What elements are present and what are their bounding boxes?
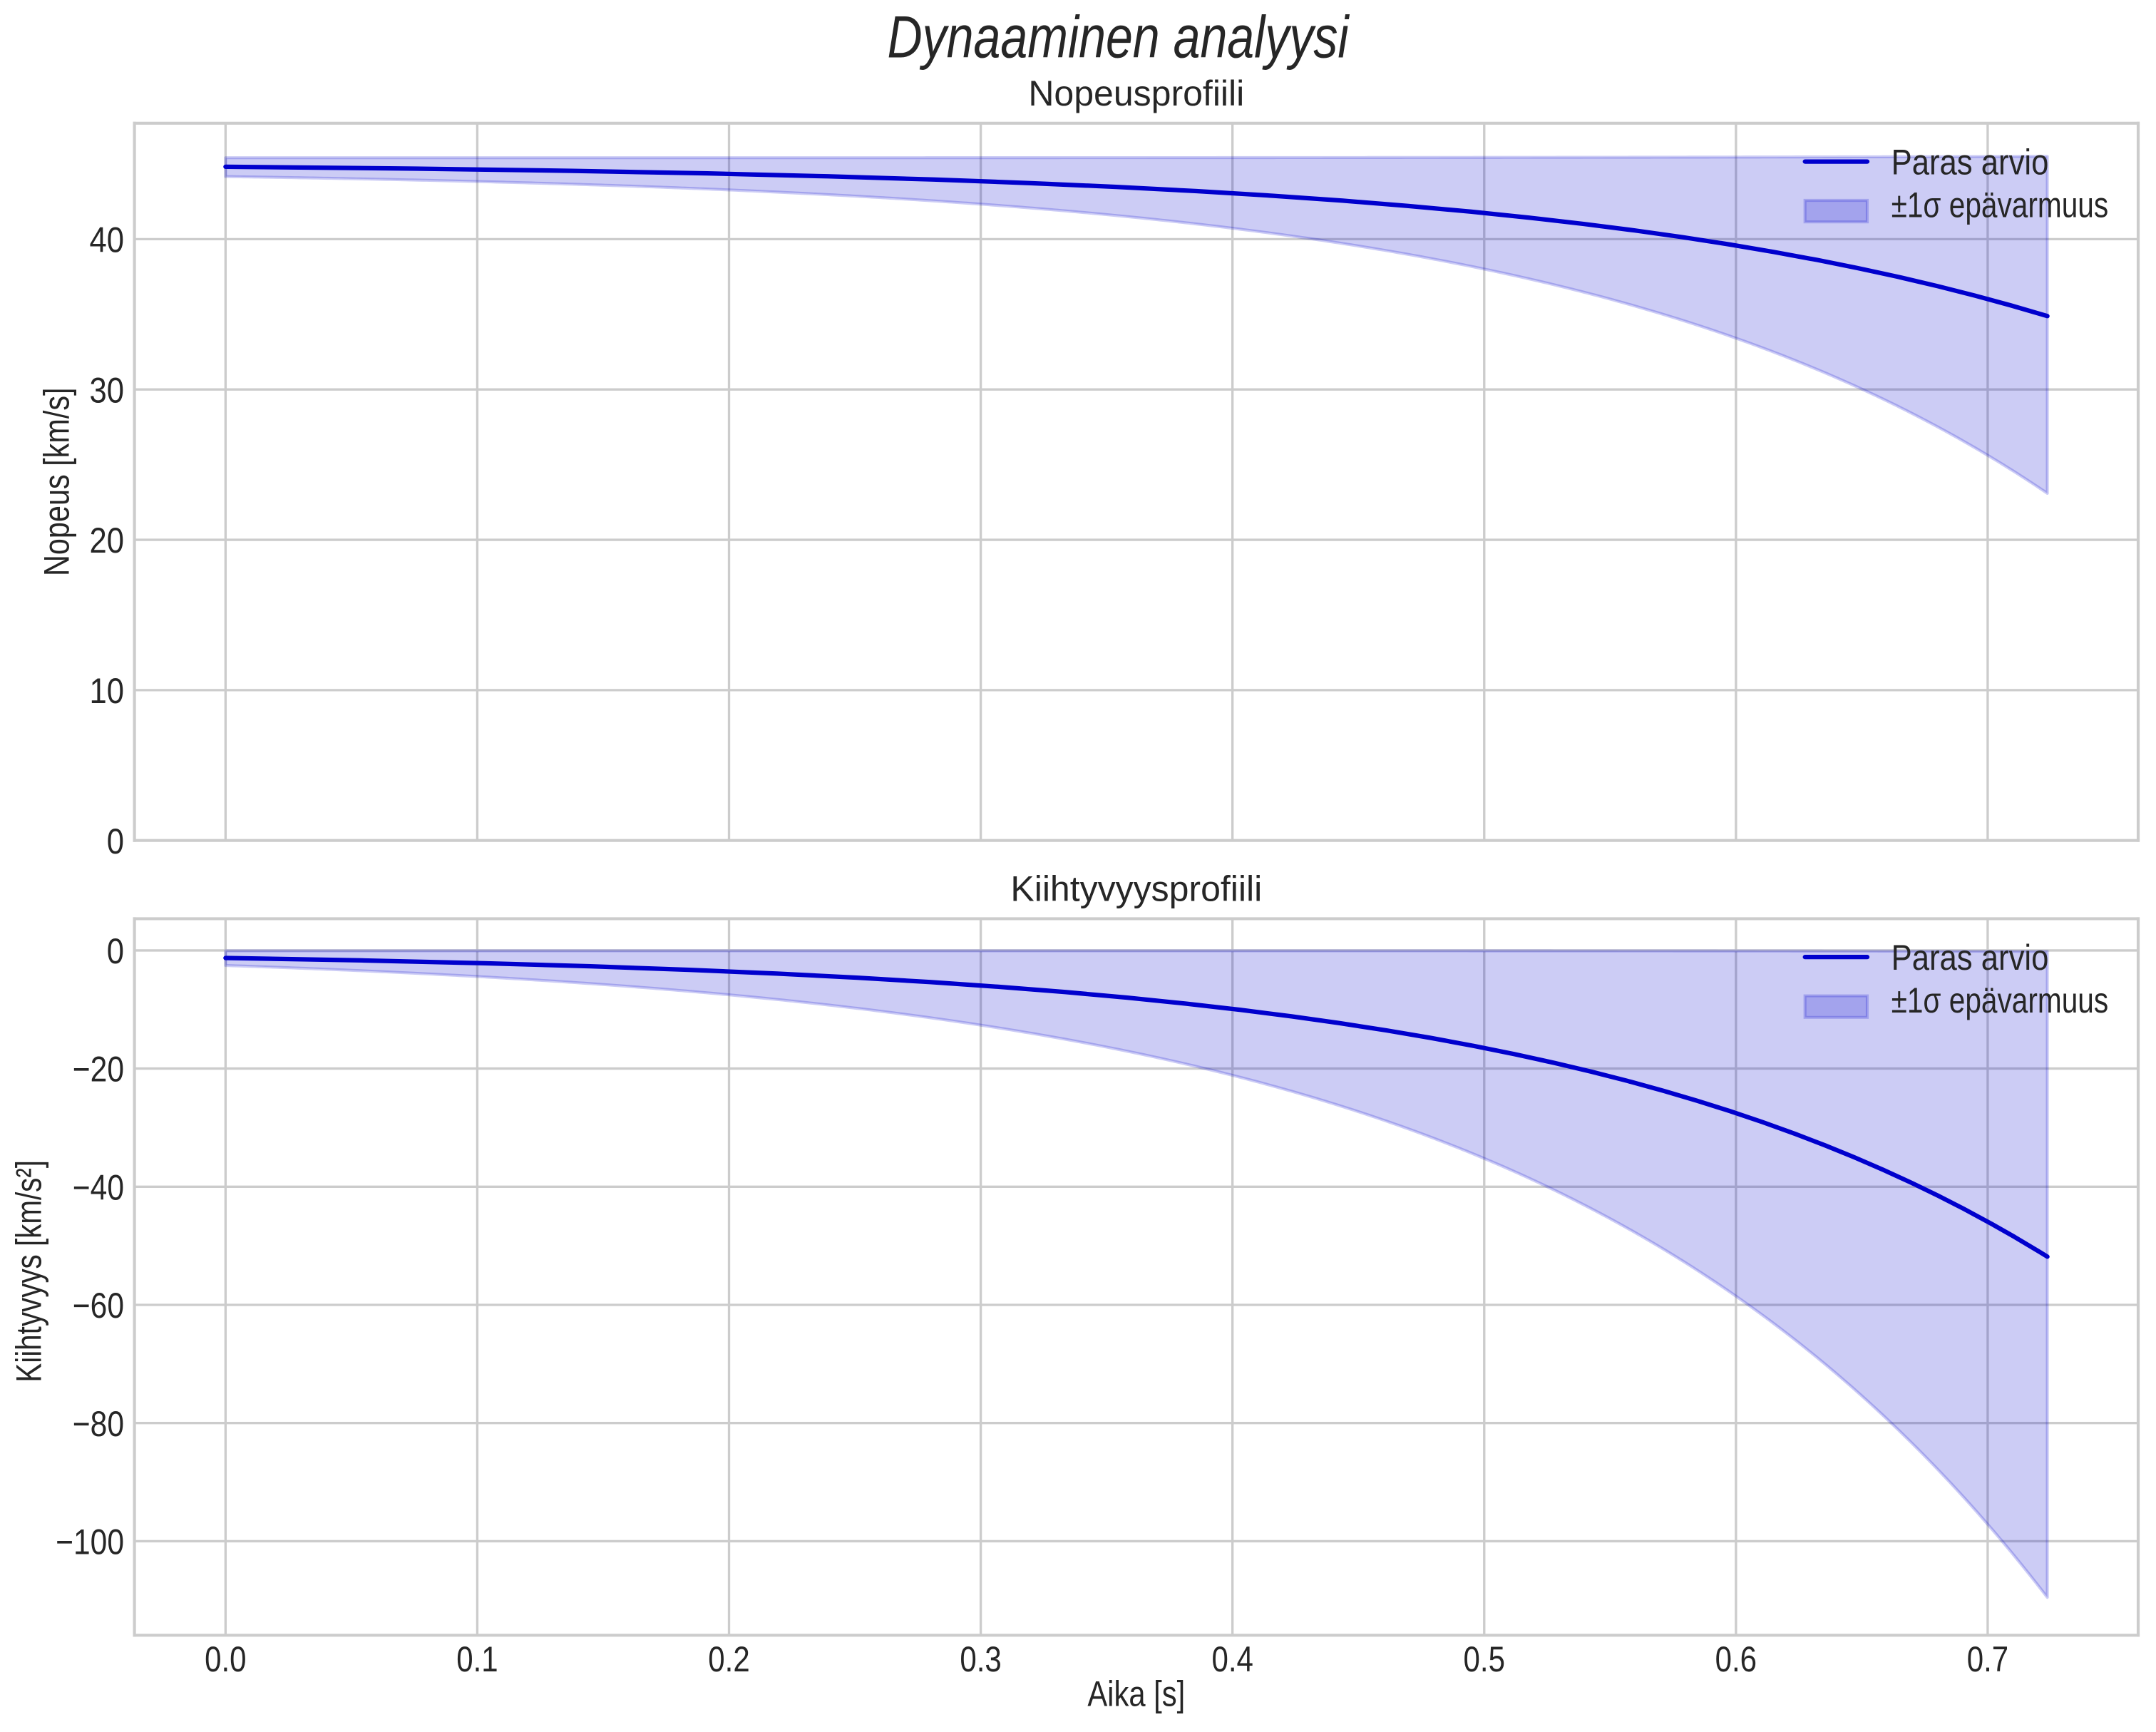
svg-text:Paras arvio: Paras arvio: [1891, 938, 2049, 978]
svg-text:40: 40: [90, 220, 124, 260]
svg-text:0.3: 0.3: [960, 1639, 1001, 1679]
svg-text:0.7: 0.7: [1967, 1639, 2008, 1679]
svg-text:0.5: 0.5: [1464, 1639, 1505, 1679]
svg-text:±1σ epävarmuus: ±1σ epävarmuus: [1891, 185, 2109, 225]
svg-text:30: 30: [90, 370, 124, 410]
svg-text:−60: −60: [73, 1286, 124, 1326]
svg-text:0.0: 0.0: [205, 1639, 246, 1679]
svg-text:0: 0: [107, 931, 124, 971]
svg-text:0.2: 0.2: [708, 1639, 749, 1679]
svg-text:Nopeus [km/s]: Nopeus [km/s]: [37, 387, 77, 576]
svg-text:Kiihtyvyys [km/s²]: Kiihtyvyys [km/s²]: [9, 1160, 49, 1383]
svg-text:−80: −80: [73, 1404, 124, 1444]
svg-text:−40: −40: [73, 1167, 124, 1207]
svg-text:−100: −100: [56, 1522, 124, 1562]
svg-text:0.1: 0.1: [456, 1639, 498, 1679]
svg-text:±1σ epävarmuus: ±1σ epävarmuus: [1891, 980, 2109, 1020]
svg-text:Dynaaminen analyysi: Dynaaminen analyysi: [887, 4, 1350, 71]
svg-text:Nopeusprofiili: Nopeusprofiili: [1028, 73, 1244, 113]
svg-text:Kiihtyvyysprofiili: Kiihtyvyysprofiili: [1010, 868, 1262, 908]
svg-text:−20: −20: [73, 1050, 124, 1090]
svg-text:Aika [s]: Aika [s]: [1087, 1674, 1185, 1714]
svg-text:0: 0: [107, 821, 124, 861]
svg-text:Paras arvio: Paras arvio: [1891, 142, 2049, 182]
svg-text:10: 10: [90, 671, 124, 711]
svg-text:0.4: 0.4: [1211, 1639, 1253, 1679]
svg-text:0.6: 0.6: [1715, 1639, 1757, 1679]
svg-text:20: 20: [90, 521, 124, 560]
